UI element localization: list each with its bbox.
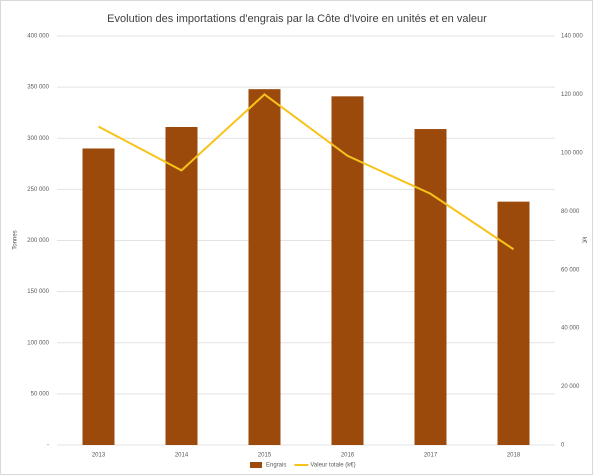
y2-tick-label: 80 000 — [561, 209, 580, 215]
y-tick-label: - — [47, 443, 49, 449]
x-tick-label: 2015 — [258, 453, 272, 459]
bar — [82, 148, 115, 445]
chart-title: Evolution des importations d'engrais par… — [107, 13, 487, 25]
y-tick-label: 350 000 — [27, 85, 49, 91]
y-tick-label: 100 000 — [27, 340, 49, 346]
y2-tick-label: 20 000 — [561, 384, 580, 390]
y2-tick-label: 0 — [561, 443, 565, 449]
bar — [165, 127, 198, 445]
y-tick-label: 200 000 — [27, 238, 49, 244]
line — [98, 93, 515, 251]
legend-label: Valeur totale (k€) — [310, 463, 355, 469]
bar — [414, 129, 447, 446]
x-tick-label: 2013 — [92, 453, 106, 459]
bar — [497, 201, 530, 445]
legend-label: Engrais — [266, 463, 286, 469]
bar — [248, 89, 281, 446]
y2-tick-label: 100 000 — [561, 150, 583, 156]
y2-tick-label: 120 000 — [561, 92, 583, 98]
x-tick-label: 2017 — [424, 453, 438, 459]
bar — [331, 96, 364, 445]
y-tick-label: 50 000 — [31, 391, 50, 397]
y2-tick-label: 40 000 — [561, 326, 580, 332]
x-tick-label: 2018 — [507, 453, 521, 459]
y-tick-label: 150 000 — [27, 289, 49, 295]
y2-tick-label: 60 000 — [561, 267, 580, 273]
x-tick-label: 2016 — [341, 453, 355, 459]
y2-tick-label: 140 000 — [561, 34, 583, 40]
y-tick-label: 300 000 — [27, 136, 49, 142]
x-tick-label: 2014 — [175, 453, 189, 459]
y2-axis-title: k€ — [580, 237, 586, 244]
y-tick-label: 400 000 — [27, 34, 49, 40]
y-tick-label: 250 000 — [27, 187, 49, 193]
legend-swatch — [250, 462, 262, 468]
y-axis-title: Tonnes — [13, 230, 19, 249]
